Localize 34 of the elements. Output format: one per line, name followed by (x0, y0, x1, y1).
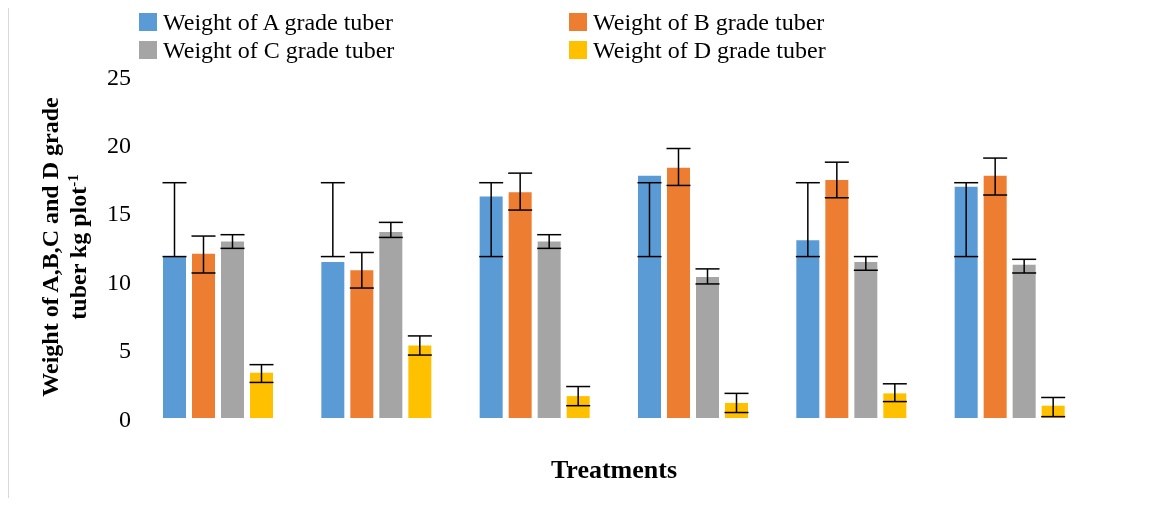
bar (696, 277, 719, 418)
bar (192, 253, 215, 418)
legend-label: Weight of C grade tuber (163, 36, 395, 64)
x-axis-title: Treatments (550, 455, 678, 484)
bar (250, 372, 273, 418)
bar (508, 192, 532, 418)
bar (725, 402, 748, 418)
y-tick-label: 10 (107, 268, 131, 295)
y-tick-label: 5 (119, 337, 131, 364)
bar (854, 262, 878, 418)
bar (825, 179, 849, 418)
bar (321, 262, 345, 418)
bar (1012, 264, 1036, 418)
bar (954, 186, 978, 418)
legend-label: Weight of A grade tuber (163, 8, 394, 36)
y-tick-label: 25 (107, 63, 131, 90)
bar (221, 241, 244, 418)
legend-label: Weight of D grade tuber (593, 36, 826, 64)
bar (408, 345, 432, 418)
bar (638, 175, 661, 418)
bar (883, 393, 907, 418)
bar (163, 256, 186, 418)
bar (350, 270, 374, 418)
bar (479, 196, 503, 418)
legend-label: Weight of B grade tuber (593, 8, 825, 36)
bar (667, 167, 690, 418)
y-tick-label: 20 (107, 131, 131, 158)
bar (566, 396, 590, 418)
bar (796, 240, 820, 418)
bar (379, 231, 403, 418)
y-tick-label: 0 (119, 405, 131, 432)
y-tick-label: 15 (107, 200, 131, 227)
bar (537, 241, 561, 418)
bar (983, 175, 1007, 418)
